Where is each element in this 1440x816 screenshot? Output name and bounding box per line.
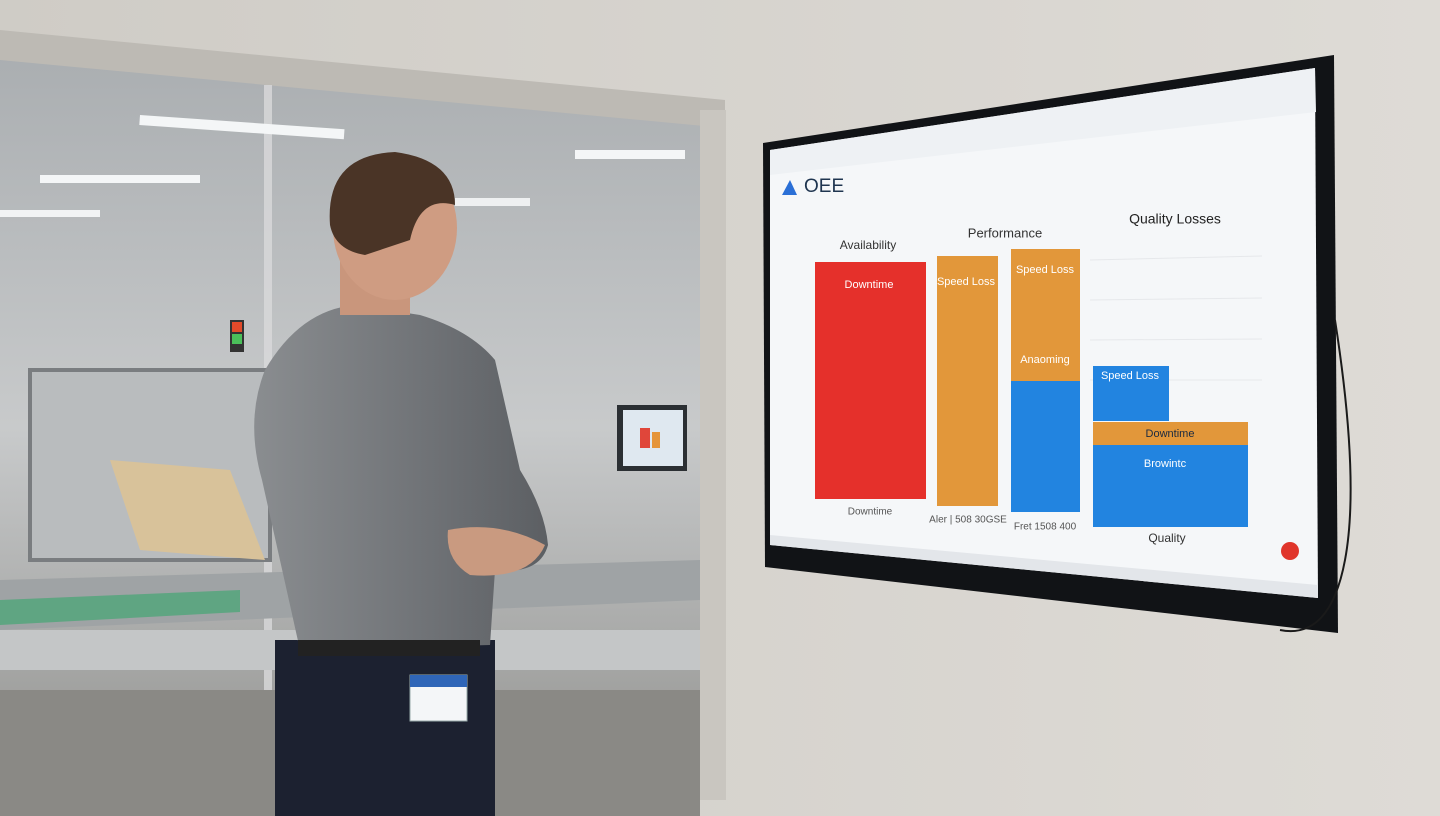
axis-label: Aler | 508 30GSE [929,515,1007,526]
bar-speed-loss [1011,249,1080,381]
grid-line [1089,338,1263,341]
bar-downtime [1093,422,1248,445]
bar-segment [1093,445,1248,527]
light [575,150,685,159]
section-heading: Performance [968,225,1042,240]
signal-light [232,322,242,332]
axis-label: Quality [1148,531,1185,545]
section-heading: Availability [840,238,896,252]
bar-downtime [815,262,926,499]
gridlines [1089,255,1263,381]
light [40,175,200,183]
app-logo [782,180,797,195]
ceiling-lights [0,115,685,217]
belt [298,640,480,656]
bar-segment [1011,381,1080,512]
small-monitor-bar [640,428,650,448]
bar-speed-loss [937,256,998,506]
bar-label: Downtime [1146,428,1195,440]
conveyor-goods [110,460,265,560]
bar-label: Speed Loss [1101,370,1160,382]
light [455,198,530,206]
window-frame [700,110,726,800]
badge-header [410,675,467,687]
bar-label: Speed Loss [1016,264,1075,276]
bar-label: Anaoming [1020,354,1070,366]
axis-label: Downtime [848,507,893,518]
light [0,210,100,217]
arms [447,527,545,576]
tv: OEE Availability Performance Quality Los… [763,55,1338,633]
hair [329,152,455,255]
trousers [275,640,495,816]
close-button[interactable] [1281,542,1299,560]
cable [1279,319,1352,633]
bar-label: Browintc [1144,458,1187,470]
taskbar [770,535,1318,598]
browser-bar [770,68,1316,175]
grid-line [1089,297,1263,301]
bar-label: Speed Loss [937,276,996,288]
dashboard-title: OEE [804,176,844,197]
window-frame [0,30,725,128]
grid-line [1089,255,1263,261]
section-heading: Quality Losses [1129,211,1221,227]
axis-label: Fret 1508 400 [1014,522,1077,533]
conveyor-belt [0,590,240,625]
signal-light [232,334,242,344]
bar-label: Downtime [845,279,894,291]
small-monitor-bar [652,432,660,448]
bar-speed-loss [1093,366,1169,421]
light [139,115,345,140]
person [254,152,548,816]
